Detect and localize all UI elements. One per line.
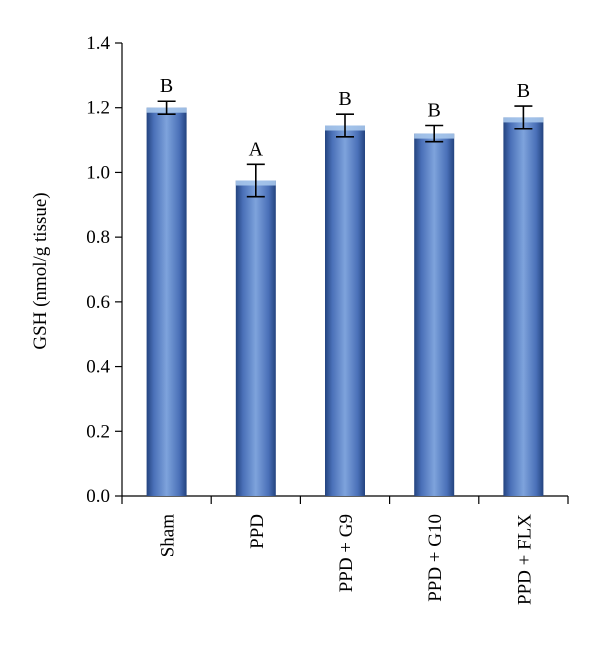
y-tick-label: 1.2 [86,98,110,119]
bar [235,180,276,496]
bar [503,117,544,497]
x-category-label: PPD [247,514,268,549]
significance-label: A [249,138,264,160]
bar [414,133,455,496]
y-tick-label: 0.6 [86,292,110,313]
x-category-label: PPD + G10 [425,514,446,602]
significance-label: B [517,80,530,102]
y-tick-label: 0.0 [86,486,110,507]
significance-label: B [160,75,173,97]
y-tick-label: 1.0 [86,162,110,183]
y-axis-title: GSH (nmol/g tissue) [30,192,51,349]
x-category-label: Sham [158,514,179,558]
y-tick-label: 1.4 [86,33,110,54]
bar [146,107,187,496]
y-tick-label: 0.2 [86,421,110,442]
x-category-label: PPD + G9 [336,514,357,592]
x-category-label: PPD + FLX [514,514,535,605]
significance-label: B [428,100,441,122]
y-tick-label: 0.4 [86,357,110,378]
bar [325,125,365,496]
y-tick-label: 0.8 [86,227,110,248]
significance-label: B [338,88,351,110]
